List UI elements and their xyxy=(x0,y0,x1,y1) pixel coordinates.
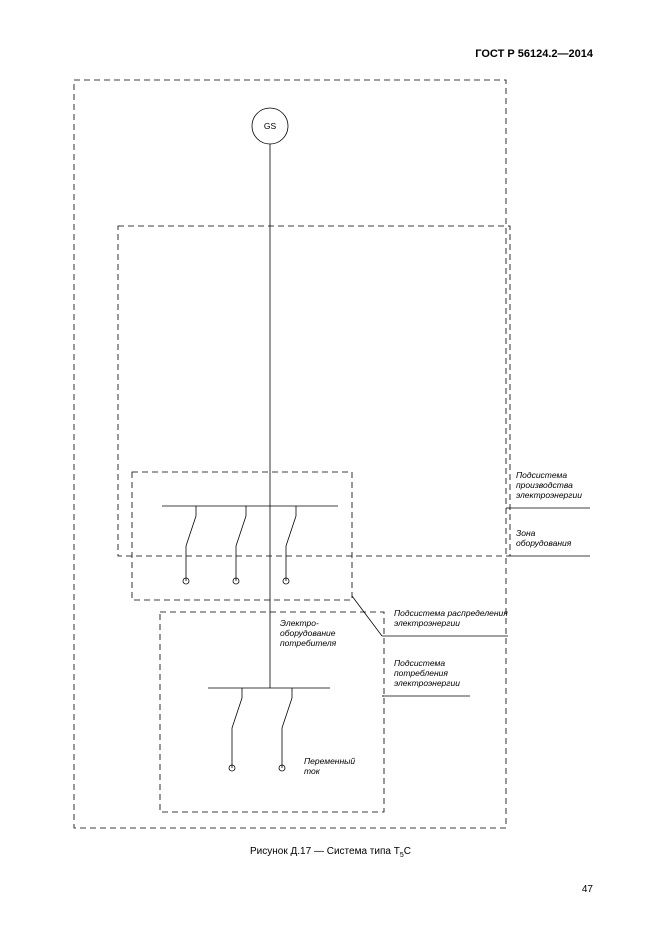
label-consumer-1: Электро- xyxy=(280,618,319,628)
label-cons-2: потребления xyxy=(394,668,448,678)
lower-switch-1-arm xyxy=(282,698,292,728)
page: ГОСТ Р 56124.2—2014 GSПодсистемапроизвод… xyxy=(0,0,661,935)
label-eqzone-1: Зона xyxy=(516,528,536,538)
page-number: 47 xyxy=(582,884,593,895)
label-production-3: электроэнергии xyxy=(516,490,582,500)
document-header: ГОСТ Р 56124.2—2014 xyxy=(475,48,593,60)
upper-switch-2-arm xyxy=(286,516,296,546)
diagram-container: GSПодсистемапроизводстваэлектроэнергииЗо… xyxy=(70,76,590,836)
gs-label: GS xyxy=(264,121,277,131)
upper-switch-0-arm xyxy=(186,516,196,546)
label-consumer-2: оборудование xyxy=(280,628,336,638)
label-dist-1: Подсистема распределения xyxy=(394,608,508,618)
figure-caption: Рисунок Д.17 — Система типа T5C xyxy=(0,846,661,859)
label-dist-2: электроэнергии xyxy=(394,618,460,628)
label-production-1: Подсистема xyxy=(516,470,567,480)
upper-switch-1-arm xyxy=(236,516,246,546)
consumption-box xyxy=(160,612,384,812)
caption-prefix: Рисунок Д.17 — Система типа T xyxy=(250,846,400,857)
label-production-2: производства xyxy=(516,480,573,490)
label-ac-1: Переменный xyxy=(304,756,355,766)
diagram-svg: GSПодсистемапроизводстваэлектроэнергииЗо… xyxy=(70,76,590,836)
distribution-box xyxy=(132,472,352,600)
leader-dist xyxy=(352,596,382,636)
lower-switch-0-arm xyxy=(232,698,242,728)
label-cons-3: электроэнергии xyxy=(394,678,460,688)
equipment-zone-box xyxy=(118,226,510,556)
outer-box xyxy=(74,80,506,828)
label-ac-2: ток xyxy=(304,766,321,776)
label-consumer-3: потребителя xyxy=(280,638,337,648)
caption-suffix: C xyxy=(404,846,411,857)
label-eqzone-2: оборудования xyxy=(516,538,572,548)
label-cons-1: Подсистема xyxy=(394,658,445,668)
